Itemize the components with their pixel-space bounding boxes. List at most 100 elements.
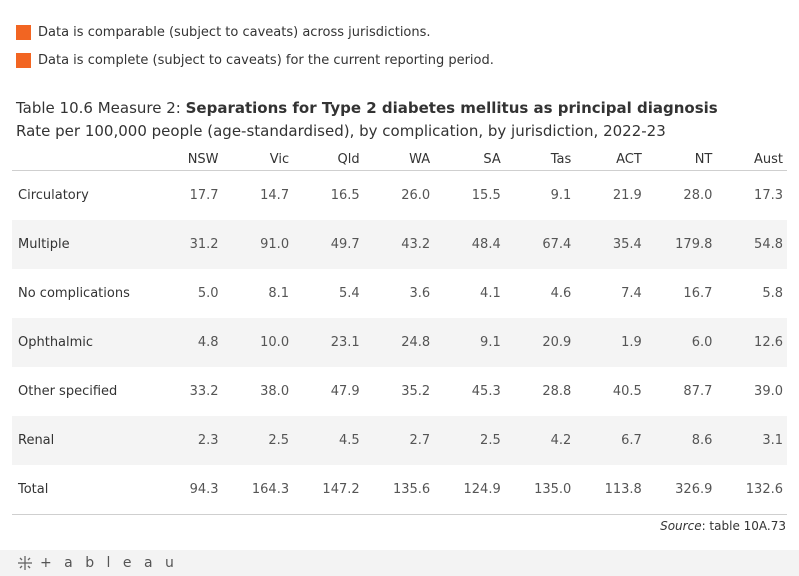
table-cell: 4.5 [293, 416, 364, 465]
table-cell: 2.5 [222, 416, 294, 465]
table-cell: 135.6 [363, 465, 435, 515]
source-note: Source: table 10A.73 [660, 519, 786, 533]
table-cell: 94.3 [152, 465, 223, 515]
table-cell: 124.9 [434, 465, 505, 515]
table-cell: 35.2 [401, 384, 431, 399]
table-title: Table 10.6 Measure 2: Separations for Ty… [16, 97, 796, 119]
table-cell: 40.5 [612, 384, 642, 399]
table-cell: 7.4 [621, 286, 642, 301]
table-cell: 23.1 [293, 318, 364, 367]
table-cell: 43.2 [363, 220, 435, 269]
table-cell: 8.1 [268, 286, 290, 301]
table-cell: 15.5 [471, 188, 501, 203]
column-header-vic: Vic [222, 148, 294, 171]
table-cell: 38.0 [260, 384, 290, 399]
legend: Data is comparable (subject to caveats) … [16, 18, 494, 74]
column-header-wa: WA [363, 148, 435, 171]
table-cell: 12.6 [716, 318, 787, 367]
table-cell: 1.9 [575, 318, 646, 367]
table-cell: 24.8 [363, 318, 435, 367]
header-rowlabel [12, 148, 152, 171]
table-cell: 6.7 [575, 416, 646, 465]
table-cell: 113.8 [575, 465, 646, 515]
legend-label-complete: Data is complete (subject to caveats) fo… [38, 52, 494, 68]
table-cell: 16.7 [683, 286, 713, 301]
source-label: Source [660, 519, 702, 533]
table-cell: 16.5 [330, 188, 360, 203]
table-row: Total 94.3 164.3 147.2 135.6 124.9 135.0 113.8 3… [12, 465, 787, 515]
table-cell: 49.7 [293, 220, 364, 269]
table-cell: 326.9 [645, 465, 717, 515]
table-cell: 14.7 [260, 188, 290, 203]
column-header-nsw: NSW [152, 148, 223, 171]
table-cell: 47.9 [330, 384, 360, 399]
row-label: Total [12, 465, 152, 515]
table-cell: 87.7 [683, 384, 713, 399]
table-row: Circulatory 17.7 14.7 16.5 26.0 15.5 9.1 21.9 28… [12, 171, 787, 221]
row-label: Ophthalmic [12, 318, 152, 367]
table-cell: 17.3 [754, 188, 783, 203]
legend-item-comparable: Data is comparable (subject to caveats) … [16, 18, 494, 46]
table-cell: 45.3 [471, 384, 501, 399]
table-row: Ophthalmic 4.8 10.0 23.1 24.8 9.1 20.9 1.9 6.0 12… [12, 318, 787, 367]
row-label: Circulatory [18, 188, 89, 203]
table-cell: 31.2 [152, 220, 223, 269]
tableau-brand-text: + a b l e a u [40, 555, 178, 571]
table-cell: 5.0 [197, 286, 219, 301]
row-label: No complications [18, 286, 130, 301]
title-block: Table 10.6 Measure 2: Separations for Ty… [16, 97, 796, 143]
table-cell: 2.3 [152, 416, 223, 465]
table-row: Other specified 33.2 38.0 47.9 35.2 45.3 28.8 4… [12, 367, 787, 416]
table-cell: 147.2 [293, 465, 364, 515]
table-subtitle: Rate per 100,000 people (age-standardise… [16, 122, 666, 140]
title-main: Separations for Type 2 diabetes mellitus… [185, 99, 718, 117]
table-cell: 91.0 [222, 220, 294, 269]
table-cell: 4.6 [550, 286, 572, 301]
table-cell: 3.1 [716, 416, 787, 465]
table-cell: 4.1 [480, 286, 501, 301]
legend-item-complete: Data is complete (subject to caveats) fo… [16, 46, 494, 74]
table-cell: 4.2 [504, 416, 576, 465]
table-cell: 164.3 [222, 465, 294, 515]
table-cell: 28.8 [542, 384, 572, 399]
table-cell: 35.4 [575, 220, 646, 269]
table-cell: 135.0 [504, 465, 576, 515]
row-label: Other specified [18, 384, 118, 399]
table-cell: 33.2 [189, 384, 219, 399]
table-row: Renal 2.3 2.5 4.5 2.7 2.5 4.2 6.7 8.6 3.1 [12, 416, 787, 465]
table-cell: 48.4 [434, 220, 505, 269]
table-cell: 6.0 [645, 318, 717, 367]
footer-bar: + a b l e a u [0, 550, 799, 576]
legend-label-comparable: Data is comparable (subject to caveats) … [38, 24, 431, 40]
table-cell: 9.1 [550, 188, 572, 203]
table-cell: 132.6 [716, 465, 787, 515]
legend-swatch-comparable [16, 24, 31, 40]
table-cell: 2.7 [363, 416, 435, 465]
table-body: Circulatory 17.7 14.7 16.5 26.0 15.5 9.1 21.9 28… [12, 171, 787, 515]
column-header-tas: Tas [504, 148, 576, 171]
tableau-logo[interactable]: + a b l e a u [16, 554, 178, 572]
table-cell: 21.9 [612, 188, 642, 203]
table-row: Multiple 31.2 91.0 49.7 43.2 48.4 67.4 35.4 179.… [12, 220, 787, 269]
column-header-act: ACT [575, 148, 646, 171]
legend-swatch-complete [16, 52, 31, 68]
table-cell: 39.0 [754, 384, 783, 399]
table-cell: 9.1 [434, 318, 505, 367]
column-header-sa: SA [434, 148, 505, 171]
table-cell: 179.8 [645, 220, 717, 269]
table-cell: 5.8 [762, 286, 783, 301]
tableau-logo-icon [18, 556, 32, 570]
table-cell: 5.4 [338, 286, 360, 301]
table-cell: 28.0 [683, 188, 713, 203]
table-cell: 10.0 [222, 318, 294, 367]
table-cell: 20.9 [504, 318, 576, 367]
row-label: Multiple [12, 220, 152, 269]
column-header-nt: NT [645, 148, 717, 171]
title-prefix: Table 10.6 Measure 2: [16, 99, 186, 117]
table-row: No complications 5.0 8.1 5.4 3.6 4.1 4.6 7.4 16.… [12, 269, 787, 318]
table-cell: 3.6 [409, 286, 431, 301]
header-row: NSW Vic Qld WA SA Tas ACT NT Aust [12, 148, 787, 171]
table-cell: 4.8 [152, 318, 223, 367]
column-header-qld: Qld [293, 148, 364, 171]
table-cell: 26.0 [401, 188, 431, 203]
